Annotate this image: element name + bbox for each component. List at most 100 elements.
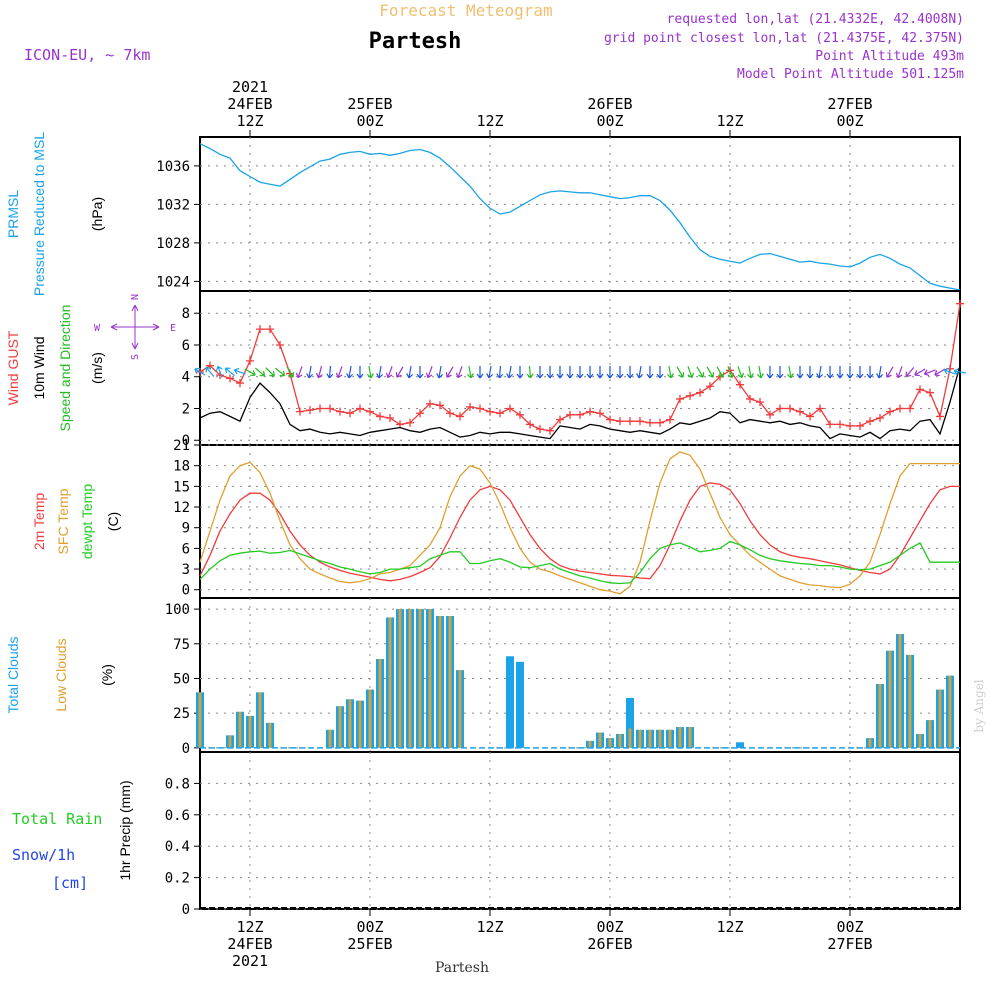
wind-arrow	[536, 365, 544, 379]
low-cloud-bar	[938, 689, 942, 748]
y-axis-label: Low Clouds	[53, 638, 69, 711]
wind-arrow	[836, 365, 844, 379]
low-cloud-bar	[918, 733, 922, 748]
wind-arrow	[914, 368, 926, 377]
wind-arrow	[737, 366, 745, 379]
wind-arrow-shape	[666, 365, 674, 379]
cloud-bars	[196, 609, 954, 748]
low-cloud-bar	[348, 699, 352, 748]
wind-arrow-shape	[376, 365, 384, 379]
panel-clouds: 0 25 50 75 100 Total Clouds Low Clouds (%)	[5, 597, 961, 757]
wind-arrow	[616, 365, 624, 379]
gust-marker	[476, 404, 484, 413]
low-cloud-bar	[198, 692, 202, 748]
y-tick-label: 0.2	[165, 871, 190, 887]
gust-marker	[626, 417, 634, 426]
wind-arrow	[346, 365, 354, 379]
wind-arrow	[366, 365, 374, 379]
y-tick-label: 0	[182, 741, 190, 757]
gust-marker	[306, 406, 314, 415]
gust-marker	[386, 414, 394, 423]
wind-arrow-shape	[866, 365, 874, 379]
gust-marker	[876, 414, 884, 423]
gust-marker	[326, 404, 334, 413]
wind-arrow	[895, 366, 903, 379]
gust-marker	[236, 379, 244, 388]
unit-label: (%)	[99, 664, 115, 686]
gust-marker	[546, 426, 554, 435]
wind-arrow	[316, 366, 323, 379]
low-cloud-bar	[228, 735, 232, 748]
top-time-label: 00Z	[356, 112, 383, 130]
wind-arrow-shape	[737, 366, 745, 379]
gust-marker	[806, 412, 814, 421]
wind-arrow-shape	[696, 366, 705, 378]
bottom-time-label: 27FEB	[827, 935, 872, 953]
wind-arrow-shape	[335, 366, 343, 379]
panel-wind: 0 2 4 6 8 Wind GUST 10m Wind Speed and Directio…	[5, 290, 967, 449]
y-tick-label: 9	[182, 521, 190, 537]
gust-marker	[826, 420, 834, 429]
wind-arrow-shape	[943, 367, 956, 375]
gust-marker	[606, 415, 614, 424]
wind-arrow-shape	[756, 365, 764, 379]
requested-coords: requested lon,lat (21.4332E, 42.4008N)	[667, 12, 964, 27]
gust-marker	[926, 388, 934, 397]
wind-arrow-shape	[816, 365, 824, 379]
wind-arrow	[335, 366, 343, 379]
gust-marker	[446, 409, 454, 418]
low-cloud-bar	[458, 670, 462, 748]
low-cloud-bar	[948, 675, 952, 748]
panels-layer: 1024 1028 1032 1036 PRMSL Pressure Reduced to…	[5, 132, 967, 918]
series-line	[199, 143, 961, 291]
wind-arrow-shape	[934, 368, 946, 377]
series-line	[199, 540, 960, 585]
wind-arrow	[233, 367, 246, 375]
wind-arrow	[506, 365, 514, 379]
top-time-label: 24FEB	[227, 95, 272, 113]
top-time-label: 12Z	[236, 112, 263, 130]
bottom-time-label: 12Z	[236, 918, 263, 936]
y-axis-label: Total Clouds	[5, 636, 21, 713]
wind-arrow-shape	[895, 366, 903, 379]
y-axis-label: Speed and Direction	[57, 305, 73, 432]
y-tick-label: 1028	[156, 236, 190, 252]
y-tick-label: 0	[182, 902, 190, 918]
low-cloud-bar	[258, 692, 262, 748]
gust-marker	[816, 404, 824, 413]
low-cloud-bar	[428, 609, 432, 748]
wind-arrow	[496, 365, 504, 379]
low-cloud-bar	[678, 727, 682, 748]
wind-arrow	[636, 365, 644, 379]
wind-arrow	[406, 365, 414, 379]
bottom-time-label: 12Z	[476, 918, 503, 936]
gust-marker	[556, 415, 564, 424]
gust-marker	[756, 398, 764, 407]
wind-arrow-shape	[536, 365, 544, 379]
wind-arrow-shape	[687, 366, 695, 379]
gust-marker	[406, 418, 414, 427]
gust-marker	[736, 380, 744, 389]
gust-marker	[776, 404, 784, 413]
wind-arrow-shape	[244, 368, 256, 377]
wind-arrow-shape	[425, 366, 433, 379]
series-dewpt-temp	[199, 540, 960, 585]
gust-marker	[586, 407, 594, 416]
low-cloud-bar	[408, 609, 412, 748]
wind-arrow	[275, 367, 286, 377]
gust-marker	[596, 409, 604, 418]
y-tick-label: 2	[182, 401, 190, 417]
gust-marker	[786, 404, 794, 413]
y-axis-label: dewpt Temp	[79, 484, 95, 559]
wind-direction-arrows	[194, 365, 967, 379]
wind-arrow-shape	[506, 365, 514, 379]
wind-arrow-shape	[275, 367, 286, 377]
compass-n: N	[130, 294, 141, 300]
wind-arrow-shape	[646, 365, 654, 379]
wind-arrow-shape	[727, 366, 735, 379]
wind-arrow-shape	[716, 366, 725, 378]
gust-marker	[936, 412, 944, 421]
wind-arrow-shape	[356, 365, 364, 379]
unit-label: (m/s)	[89, 352, 105, 384]
wind-arrow	[205, 366, 215, 377]
